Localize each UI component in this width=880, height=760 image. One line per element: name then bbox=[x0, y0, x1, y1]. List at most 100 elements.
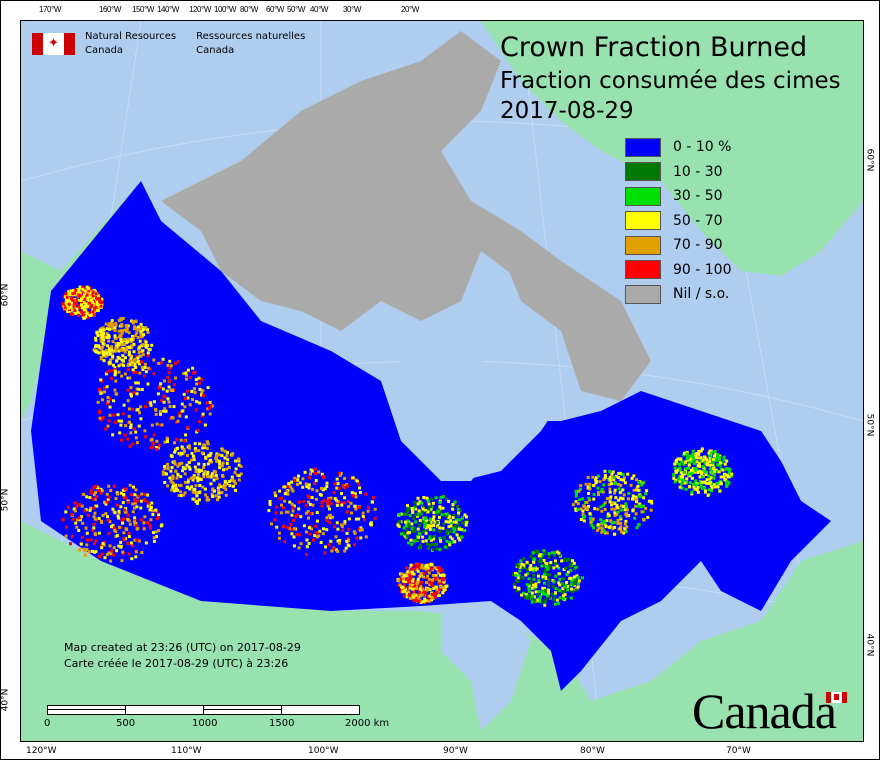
fire-pixel bbox=[631, 508, 635, 512]
fire-pixel bbox=[64, 292, 68, 296]
fire-pixel bbox=[88, 286, 92, 290]
fire-pixel bbox=[694, 487, 698, 491]
fire-pixel bbox=[683, 470, 686, 474]
fire-pixel bbox=[415, 582, 419, 585]
fire-pixel bbox=[97, 304, 101, 308]
fire-pixel bbox=[707, 474, 711, 478]
fire-pixel bbox=[204, 456, 208, 460]
fire-pixel bbox=[333, 482, 337, 486]
fire-pixel bbox=[146, 366, 150, 370]
fire-pixel bbox=[200, 393, 203, 397]
fire-pixel bbox=[318, 529, 322, 533]
fire-pixel bbox=[85, 285, 89, 289]
map-canvas bbox=[21, 21, 863, 741]
fire-pixel bbox=[634, 504, 638, 508]
legend-swatch bbox=[625, 186, 661, 206]
fire-pixel bbox=[149, 505, 153, 509]
fire-pixel bbox=[140, 388, 144, 391]
fire-pixel bbox=[290, 480, 294, 484]
fire-pixel bbox=[205, 498, 209, 502]
fire-pixel bbox=[85, 531, 89, 535]
fire-pixel bbox=[519, 559, 523, 563]
fire-pixel bbox=[618, 515, 622, 519]
fire-pixel bbox=[164, 409, 168, 413]
fire-pixel bbox=[691, 453, 695, 456]
right-tick-label: 50°N bbox=[864, 413, 875, 437]
fire-pixel bbox=[203, 423, 207, 427]
fire-pixel bbox=[621, 473, 625, 477]
fire-pixel bbox=[210, 492, 214, 496]
fire-pixel bbox=[431, 574, 435, 577]
fire-pixel bbox=[354, 495, 358, 499]
fire-pixel bbox=[99, 487, 103, 491]
crown-fraction-map[interactable] bbox=[20, 20, 864, 742]
fire-pixel bbox=[177, 483, 181, 487]
fire-pixel bbox=[179, 483, 183, 487]
fire-pixel bbox=[403, 585, 407, 589]
fire-pixel bbox=[350, 491, 354, 495]
fire-pixel bbox=[569, 583, 573, 587]
fire-pixel bbox=[74, 521, 78, 525]
fire-pixel bbox=[200, 391, 204, 395]
fire-pixel bbox=[129, 386, 133, 390]
fire-pixel bbox=[102, 353, 106, 357]
fire-pixel bbox=[718, 461, 722, 465]
fire-pixel bbox=[354, 507, 358, 511]
fire-pixel bbox=[445, 584, 449, 588]
fire-pixel bbox=[84, 526, 88, 530]
fire-pixel bbox=[307, 486, 311, 490]
fire-pixel bbox=[574, 494, 578, 498]
fire-pixel bbox=[406, 504, 409, 508]
fire-pixel bbox=[588, 498, 591, 502]
fire-pixel bbox=[136, 328, 140, 332]
fire-pixel bbox=[114, 392, 118, 396]
fire-pixel bbox=[197, 468, 201, 472]
fire-pixel bbox=[548, 596, 552, 600]
fire-pixel bbox=[194, 447, 197, 451]
fire-pixel bbox=[623, 527, 627, 531]
fire-pixel bbox=[710, 469, 714, 473]
canada-flag-icon: ✦ bbox=[32, 33, 75, 55]
fire-pixel bbox=[90, 304, 94, 307]
fire-pixel bbox=[108, 352, 112, 356]
fire-pixel bbox=[64, 525, 68, 529]
fire-pixel bbox=[121, 354, 125, 358]
fire-pixel bbox=[683, 451, 686, 455]
fire-pixel bbox=[532, 566, 536, 570]
fire-pixel bbox=[120, 343, 124, 347]
fire-pixel bbox=[524, 592, 528, 596]
fire-pixel bbox=[113, 366, 117, 370]
fire-pixel bbox=[83, 316, 87, 320]
fire-pixel bbox=[420, 580, 423, 584]
fire-pixel bbox=[327, 498, 331, 502]
fire-pixel bbox=[91, 313, 95, 317]
fire-pixel bbox=[212, 489, 216, 493]
fire-pixel bbox=[553, 602, 557, 606]
fire-pixel bbox=[552, 566, 556, 570]
fire-pixel bbox=[554, 574, 558, 578]
fire-pixel bbox=[119, 363, 123, 367]
fire-pixel bbox=[314, 472, 318, 475]
fire-pixel bbox=[575, 492, 578, 496]
fire-pixel bbox=[92, 313, 96, 317]
fire-pixel bbox=[69, 302, 73, 306]
fire-pixel bbox=[412, 597, 416, 601]
fire-pixel bbox=[100, 351, 104, 355]
fire-pixel bbox=[218, 466, 222, 470]
fire-pixel bbox=[83, 553, 87, 557]
fire-pixel bbox=[166, 467, 170, 471]
fire-pixel bbox=[419, 600, 423, 604]
fire-pixel bbox=[122, 496, 126, 500]
fire-pixel bbox=[113, 326, 117, 330]
legend-label: 0 - 10 % bbox=[673, 139, 732, 156]
fire-pixel bbox=[525, 560, 529, 564]
fire-pixel bbox=[520, 562, 524, 566]
fire-pixel bbox=[217, 489, 220, 492]
fire-pixel bbox=[432, 592, 436, 596]
fire-pixel bbox=[174, 469, 178, 473]
fire-pixel bbox=[538, 597, 542, 601]
fire-pixel bbox=[137, 350, 141, 354]
fire-pixel bbox=[106, 396, 110, 400]
fire-pixel bbox=[340, 503, 344, 507]
fire-pixel bbox=[674, 478, 678, 482]
